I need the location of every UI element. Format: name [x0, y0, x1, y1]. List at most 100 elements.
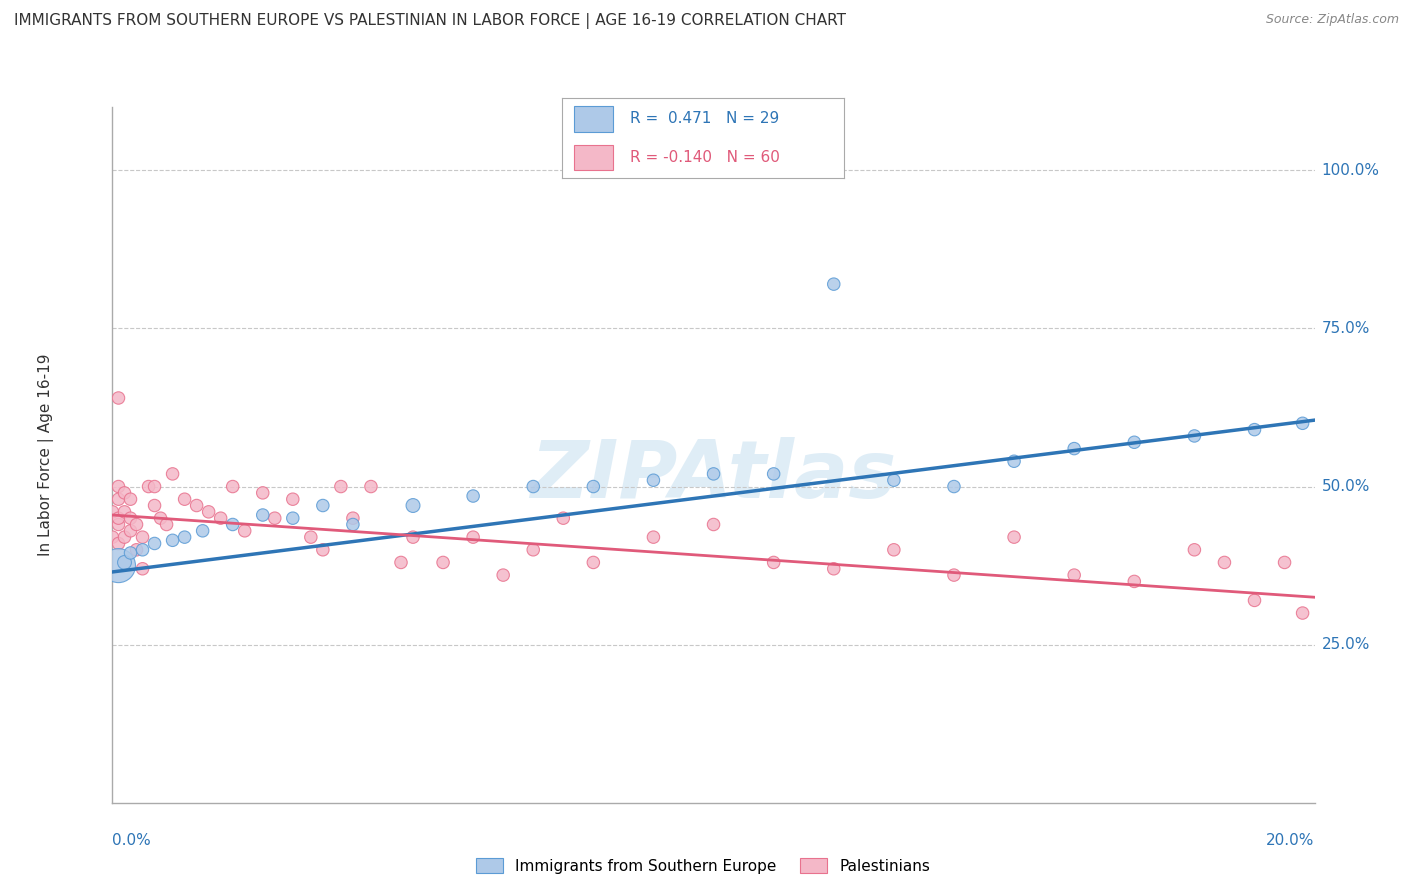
Point: [191, 524, 214, 538]
Point: [823, 277, 845, 292]
Point: [522, 542, 544, 557]
Point: [222, 517, 245, 532]
Point: [120, 546, 142, 560]
Point: [522, 479, 544, 493]
Point: [252, 486, 274, 500]
Point: [162, 467, 184, 481]
Point: [342, 511, 364, 525]
Point: [143, 499, 166, 513]
Point: [1213, 556, 1236, 570]
Text: 75.0%: 75.0%: [1322, 321, 1369, 336]
Point: [643, 473, 665, 487]
Point: [299, 530, 322, 544]
Point: [1243, 423, 1265, 437]
Point: [162, 533, 184, 548]
Text: 100.0%: 100.0%: [1322, 163, 1379, 178]
Point: [120, 492, 142, 507]
Point: [107, 511, 129, 525]
Point: [942, 568, 965, 582]
Point: [1274, 556, 1296, 570]
Point: [131, 562, 153, 576]
Point: [131, 542, 153, 557]
Point: [1184, 429, 1206, 443]
Point: [149, 511, 172, 525]
Point: [155, 517, 177, 532]
Point: [120, 524, 142, 538]
Point: [1123, 574, 1146, 589]
Point: [883, 542, 905, 557]
Point: [114, 505, 136, 519]
Point: [125, 517, 148, 532]
Text: In Labor Force | Age 16-19: In Labor Force | Age 16-19: [38, 353, 53, 557]
Point: [1291, 417, 1313, 431]
Point: [114, 556, 136, 570]
Point: [402, 499, 425, 513]
Point: [107, 479, 129, 493]
Point: [143, 536, 166, 550]
Text: 25.0%: 25.0%: [1322, 637, 1369, 652]
Point: [1123, 435, 1146, 450]
Point: [197, 505, 219, 519]
Point: [823, 562, 845, 576]
Point: [281, 511, 304, 525]
Point: [342, 517, 364, 532]
Point: [312, 542, 335, 557]
Point: [582, 479, 605, 493]
Point: [222, 479, 245, 493]
Point: [492, 568, 515, 582]
Point: [131, 530, 153, 544]
Text: 50.0%: 50.0%: [1322, 479, 1369, 494]
Point: [461, 530, 484, 544]
Point: [107, 391, 129, 405]
Point: [114, 486, 136, 500]
Text: IMMIGRANTS FROM SOUTHERN EUROPE VS PALESTINIAN IN LABOR FORCE | AGE 16-19 CORREL: IMMIGRANTS FROM SOUTHERN EUROPE VS PALES…: [14, 13, 846, 29]
Point: [120, 511, 142, 525]
Point: [114, 530, 136, 544]
Point: [107, 492, 129, 507]
Point: [1291, 606, 1313, 620]
Text: 0.0%: 0.0%: [112, 833, 152, 848]
Point: [107, 558, 129, 573]
Point: [1063, 568, 1085, 582]
Point: [360, 479, 382, 493]
Point: [101, 505, 124, 519]
Point: [101, 530, 124, 544]
Point: [186, 499, 208, 513]
Point: [402, 530, 425, 544]
Point: [1184, 542, 1206, 557]
Point: [1243, 593, 1265, 607]
Point: [1063, 442, 1085, 456]
Point: [329, 479, 352, 493]
Point: [702, 467, 725, 481]
Point: [883, 473, 905, 487]
Point: [281, 492, 304, 507]
Point: [209, 511, 232, 525]
Point: [702, 517, 725, 532]
Point: [312, 499, 335, 513]
Point: [432, 556, 454, 570]
Text: ZIPAtlas: ZIPAtlas: [530, 437, 897, 515]
Bar: [574, 106, 613, 132]
Legend: Immigrants from Southern Europe, Palestinians: Immigrants from Southern Europe, Palesti…: [470, 852, 936, 880]
Point: [643, 530, 665, 544]
Point: [107, 517, 129, 532]
Point: [173, 492, 195, 507]
Point: [582, 556, 605, 570]
Point: [1002, 530, 1025, 544]
Point: [762, 556, 785, 570]
Point: [138, 479, 160, 493]
Point: [762, 467, 785, 481]
Text: R = -0.140   N = 60: R = -0.140 N = 60: [630, 150, 780, 165]
Point: [173, 530, 195, 544]
Point: [125, 542, 148, 557]
Point: [389, 556, 412, 570]
Point: [263, 511, 285, 525]
Text: R =  0.471   N = 29: R = 0.471 N = 29: [630, 112, 779, 127]
Point: [107, 536, 129, 550]
Point: [942, 479, 965, 493]
Point: [1002, 454, 1025, 468]
Text: Source: ZipAtlas.com: Source: ZipAtlas.com: [1265, 13, 1399, 27]
Text: 20.0%: 20.0%: [1267, 833, 1315, 848]
Point: [252, 508, 274, 522]
Bar: [574, 145, 613, 170]
